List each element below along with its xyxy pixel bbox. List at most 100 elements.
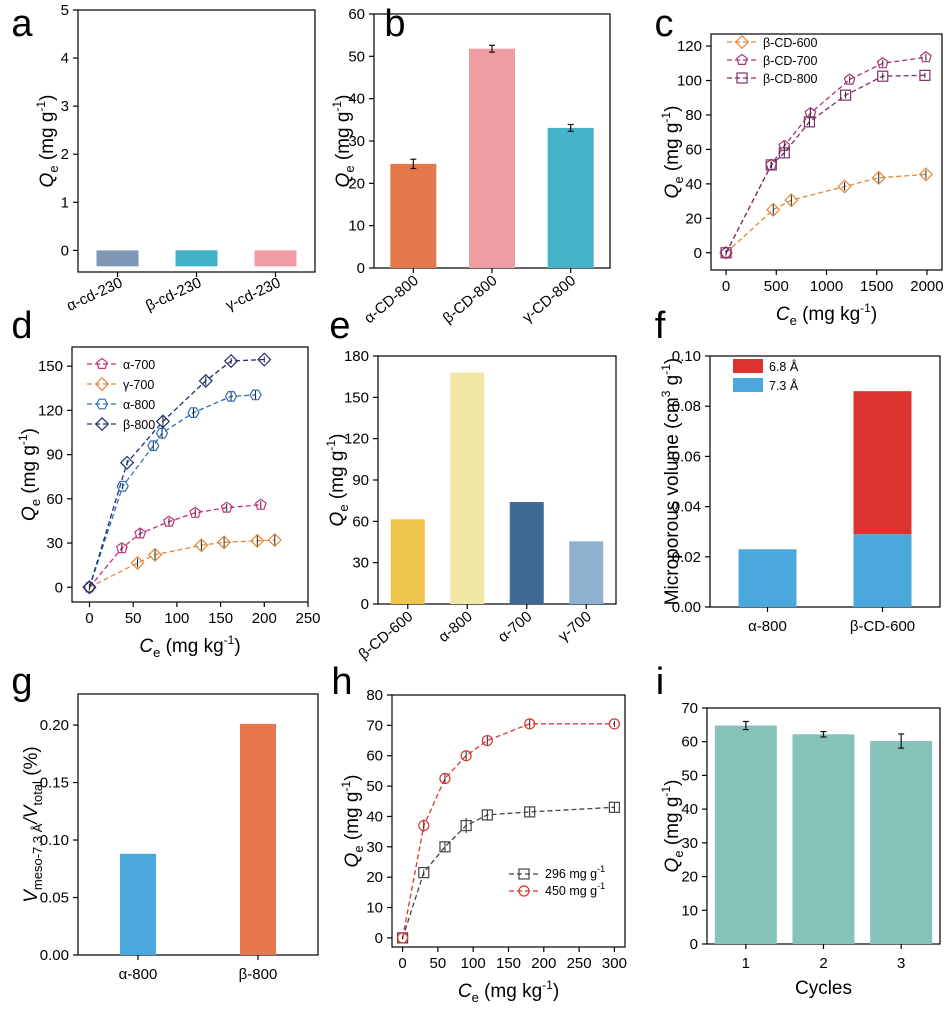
panel-label: a xyxy=(11,3,33,45)
data-point xyxy=(784,193,799,208)
data-point xyxy=(249,389,262,401)
data-point xyxy=(803,116,816,128)
y-tick-label: 70 xyxy=(366,717,383,734)
legend-marker xyxy=(518,885,530,897)
data-point xyxy=(439,772,451,785)
data-point xyxy=(919,51,932,63)
y-tick-label: 0.04 xyxy=(672,499,701,516)
panel-b: b 0 10 20 30 40 50 60 α-CD-800 β-CD-800 γ-CD-800 Qe… xyxy=(330,3,611,327)
y-tick-label: 150 xyxy=(38,358,63,375)
legend-label: β-CD-800 xyxy=(763,72,817,86)
x-tick-label: γ-700 xyxy=(555,608,595,645)
bar xyxy=(390,163,437,268)
y-axis-label: Microporous volume (cm3 g-1) xyxy=(659,358,683,606)
y-tick-label: 5 xyxy=(61,2,69,19)
y-tick-label: 40 xyxy=(681,801,698,818)
panel-d: d 0 30 60 90 120 150 0 50 100 150 200 250 Ce (mg kg-1… xyxy=(11,305,320,660)
y-tick-label: 30 xyxy=(352,555,369,572)
y-tick-label: 30 xyxy=(46,535,63,552)
y-tick-label: 0.00 xyxy=(672,599,701,616)
panel-label: d xyxy=(11,305,32,347)
series-β-CD-800 xyxy=(720,69,931,259)
y-tick-label: 0.10 xyxy=(672,348,701,365)
y-axis-label: Qe (mg g-1) xyxy=(339,775,366,868)
x-tick-label: 100 xyxy=(461,955,486,972)
series-line xyxy=(725,74,925,254)
data-point xyxy=(163,515,176,527)
panel-f: f 0.00 0.02 0.04 0.06 0.08 0.10 α-800 β-CD-600 Mi… xyxy=(655,305,941,635)
data-point xyxy=(130,555,145,571)
x-tick-label: 50 xyxy=(430,955,447,972)
y-tick-label: 50 xyxy=(681,767,698,784)
data-point xyxy=(224,391,238,402)
y-tick-label: 120 xyxy=(344,431,369,448)
x-tick-label: β-800 xyxy=(239,966,278,983)
y-tick-label: 180 xyxy=(344,348,369,365)
data-point xyxy=(134,527,147,539)
data-point xyxy=(189,506,202,518)
y-tick-label: 40 xyxy=(685,176,702,193)
data-point xyxy=(116,480,129,492)
bar-segment xyxy=(853,391,912,535)
legend-label: α-700 xyxy=(123,358,155,372)
y-tick-label: 0 xyxy=(694,245,702,262)
y-axis-label: Qe (mg g-1) xyxy=(330,95,357,188)
data-point xyxy=(147,547,163,562)
x-tick-label: α-800 xyxy=(435,608,476,646)
legend-label: β-CD-700 xyxy=(763,54,817,68)
panel-label: b xyxy=(384,3,405,45)
data-point xyxy=(481,734,493,747)
data-point xyxy=(439,841,451,853)
y-tick-label: 3 xyxy=(61,98,69,115)
data-point xyxy=(115,541,128,554)
data-point xyxy=(82,580,97,595)
panel-label: c xyxy=(655,3,674,45)
bar xyxy=(792,734,855,944)
y-tick-label: 0 xyxy=(357,260,365,277)
plot-frame xyxy=(77,693,319,956)
y-tick-label: 90 xyxy=(352,472,369,489)
y-tick-label: 0 xyxy=(690,936,698,953)
y-tick-label: 20 xyxy=(681,869,698,886)
plot-frame xyxy=(709,355,941,608)
bar xyxy=(96,250,139,267)
legend-label: α-800 xyxy=(123,398,155,412)
panel-a: a 0 1 2 3 4 5 α-cd-230 β-cd-230 γ-cd-230 Qe (mg g-… xyxy=(11,2,316,315)
y-tick-label: 0.02 xyxy=(672,549,701,566)
bar xyxy=(240,723,276,955)
legend: 6.8 Å 7.3 Å xyxy=(733,359,799,393)
y-tick-label: 10 xyxy=(348,218,365,235)
panel-h: h 0 10 20 30 40 50 60 70 80 0 50 100 150 200 250 300 Ce (… xyxy=(331,661,626,1005)
data-point xyxy=(524,718,536,730)
series-line xyxy=(401,723,615,939)
y-tick-label: 4 xyxy=(61,50,69,67)
data-point xyxy=(194,538,209,553)
data-point xyxy=(871,170,886,185)
y-tick-label: 50 xyxy=(366,778,383,795)
x-tick-label: α-800 xyxy=(748,618,787,635)
panel-c: c 0 20 40 60 80 100 120 0 500 1000 1500 2000 Ce (mg k… xyxy=(655,3,944,328)
y-tick-label: 100 xyxy=(677,73,702,90)
bar-segment xyxy=(738,549,797,607)
x-tick-label: 50 xyxy=(125,610,142,627)
x-tick-label: α-cd-230 xyxy=(64,274,125,315)
x-tick-label: α-CD-800 xyxy=(361,272,422,327)
y-tick-label: 2 xyxy=(61,146,69,163)
series-β-CD-600 xyxy=(718,167,934,260)
legend-label: 296 mg g-1 xyxy=(545,864,605,881)
data-point xyxy=(254,498,267,510)
data-point xyxy=(220,501,233,513)
x-axis-label: Cycles xyxy=(795,978,852,999)
x-tick-label: γ-CD-800 xyxy=(519,272,579,326)
x-tick-label: α-700 xyxy=(495,608,536,646)
x-tick-label: 150 xyxy=(208,610,233,627)
y-tick-label: 30 xyxy=(366,839,383,856)
data-point xyxy=(766,202,781,217)
x-tick-label: 250 xyxy=(567,955,592,972)
panel-g: g 0.00 0.05 0.10 0.15 0.20 α-800 β-800 Vmeso-7.3… xyxy=(11,661,319,983)
x-tick-label: 2000 xyxy=(910,278,943,295)
y-tick-label: 0.06 xyxy=(672,448,701,465)
bar xyxy=(120,853,156,955)
bar xyxy=(870,741,933,944)
